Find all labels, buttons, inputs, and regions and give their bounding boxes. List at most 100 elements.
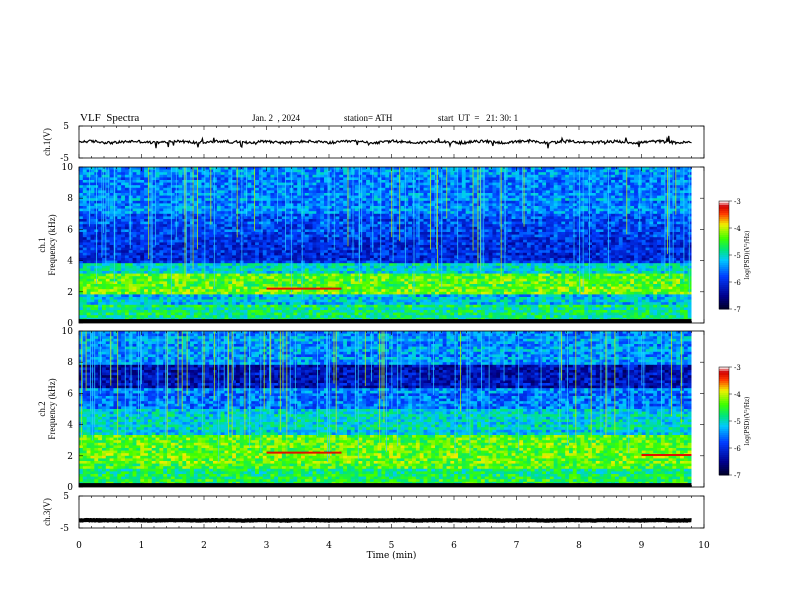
ch1-spectrogram-cell — [86, 169, 91, 173]
ch1-spectrogram-cell — [404, 193, 409, 196]
ch1-spectrogram-cell — [668, 203, 673, 207]
ch1-spectrogram-cell — [186, 242, 191, 246]
ch1-spectrogram-cell — [611, 216, 616, 220]
ch1-spectrogram-cell — [301, 213, 306, 217]
ch1-spectrogram-cell — [354, 187, 359, 191]
ch1-spectrogram-cell — [657, 193, 662, 196]
ch1-spectrogram-cell — [645, 213, 650, 217]
ch1-spectrogram-cell — [496, 219, 501, 222]
ch1-spectrogram-cell — [308, 208, 313, 212]
ch1-spectrogram-cell — [641, 187, 646, 191]
ch1-spectrogram-cell — [530, 216, 535, 220]
ch1-spectrogram-cell — [281, 224, 287, 228]
ch1-spectrogram-cell — [641, 237, 646, 241]
ch1-spectrogram-cell — [174, 229, 179, 233]
ch1-spectrogram-cell — [212, 193, 218, 196]
ch1-spectrogram-cell — [247, 237, 252, 241]
ch1-spectrogram-cell — [614, 224, 620, 228]
ch1-spectrogram-cell — [251, 203, 256, 207]
ch1-spectrogram-cell — [465, 226, 470, 230]
ch1-spectrogram-cell — [136, 232, 141, 235]
ch1-spectrogram-cell — [611, 185, 616, 189]
ch1-spectrogram-cell — [580, 172, 585, 176]
ch1-spectrogram-cell — [626, 232, 631, 235]
ch1-spectrogram-cell — [339, 206, 344, 209]
ch1-spectrogram-cell — [473, 221, 478, 225]
ch1-spectrogram-cell — [461, 224, 467, 228]
ch1-spectrogram-cell — [193, 185, 199, 189]
ch1-spectrogram-cell — [346, 200, 352, 204]
ch1-spectrogram-cell — [492, 221, 497, 225]
ch1-spectrogram-cell — [580, 206, 585, 209]
ch1-spectrogram-cell — [634, 219, 639, 222]
ch1-spectrogram-cell — [377, 172, 382, 176]
ch1-spectrogram-cell — [369, 211, 375, 215]
ch1-spectrogram-cell — [140, 193, 145, 196]
ch1-spectrogram-cell — [232, 226, 237, 230]
ch1-spectrogram-cell — [649, 200, 654, 204]
ch1-spectrogram-cell — [373, 208, 378, 212]
ch1-spectrogram-cell — [557, 224, 562, 228]
ch1-spectrogram-cell — [461, 193, 467, 196]
ch1-spectrogram-cell — [274, 167, 279, 170]
ch1-spectrogram-cell — [653, 185, 658, 189]
ch1-spectrogram-cell — [293, 174, 298, 178]
ch1-spectrogram-cell — [201, 239, 206, 243]
ch1-spectrogram-cell — [591, 211, 597, 215]
ch1-spectrogram-cell — [197, 169, 202, 173]
ch1-spectrogram-cell — [167, 239, 172, 243]
ch1-spectrogram-cell — [657, 213, 662, 217]
ch1-spectrogram-cell — [396, 185, 401, 189]
ch1-spectrogram-cell — [178, 242, 183, 246]
ch1-spectrogram-cell — [86, 187, 91, 191]
ch1-spectrogram-cell — [339, 226, 344, 230]
ch1-spectrogram-cell — [243, 237, 248, 241]
ch1-spectrogram-cell — [630, 213, 635, 217]
ch1-spectrogram-cell — [431, 172, 436, 176]
ch1-spectrogram-cell — [136, 234, 141, 238]
ch1-spectrogram-cell — [595, 224, 601, 228]
ch1-spectrogram-cell — [507, 187, 512, 191]
ch1-spectrogram-cell — [415, 198, 421, 202]
ch1-spectrogram-cell — [373, 211, 378, 215]
ch1-spectrogram-cell — [147, 224, 153, 228]
ch1-spectrogram-cell — [676, 172, 681, 176]
ch1-spectrogram-cell — [473, 234, 478, 238]
ch1-spectrogram-cell — [274, 172, 279, 176]
ch1-spectrogram-cell — [515, 190, 520, 194]
ch1-spectrogram-cell — [442, 232, 447, 235]
ch1-spectrogram-cell — [549, 174, 555, 178]
ch1-spectrogram-cell — [117, 234, 122, 238]
ch1-spectrogram-cell — [278, 237, 283, 241]
ch1-spectrogram-cell — [507, 224, 512, 228]
ch1-spectrogram-cell — [653, 203, 658, 207]
ch1-spectrogram-cell — [274, 190, 279, 194]
ch1-spectrogram-cell — [331, 224, 336, 228]
ch1-spectrogram-cell — [530, 169, 535, 173]
ch1-spectrogram-cell — [101, 213, 107, 217]
ch1-spectrogram-cell — [553, 174, 558, 178]
ch1-spectrogram-cell — [270, 200, 275, 204]
ch1-spectrogram-cell — [542, 208, 547, 212]
ch1-spectrogram-cell — [523, 221, 528, 225]
ch1-spectrogram-cell — [159, 200, 164, 204]
ch1-spectrogram-cell — [530, 195, 535, 199]
ch1-spectrogram-cell — [121, 239, 126, 243]
ch1-spectrogram-cell — [193, 232, 199, 235]
ch1-spectrogram-cell — [147, 169, 153, 173]
ch1-spectrogram-cell — [530, 203, 535, 207]
ch1-spectrogram-cell — [224, 211, 229, 215]
ch1-spectrogram-cell — [232, 219, 237, 222]
ch1-spectrogram-cell — [611, 187, 616, 191]
ch1-spectrogram-cell — [255, 187, 260, 191]
ch1-spectrogram-cell — [178, 169, 183, 173]
ch1-spectrogram-cell — [121, 245, 126, 248]
ch1-spectrogram-cell — [576, 219, 581, 222]
ch1-spectrogram-cell — [270, 169, 275, 173]
ch1-spectrogram-cell — [572, 239, 578, 243]
ch1-spectrogram-cell — [492, 206, 497, 209]
ch1-spectrogram-cell — [212, 208, 218, 212]
ch1-spectrogram-cell — [641, 182, 646, 186]
ch1-spectrogram-cell — [132, 190, 137, 194]
